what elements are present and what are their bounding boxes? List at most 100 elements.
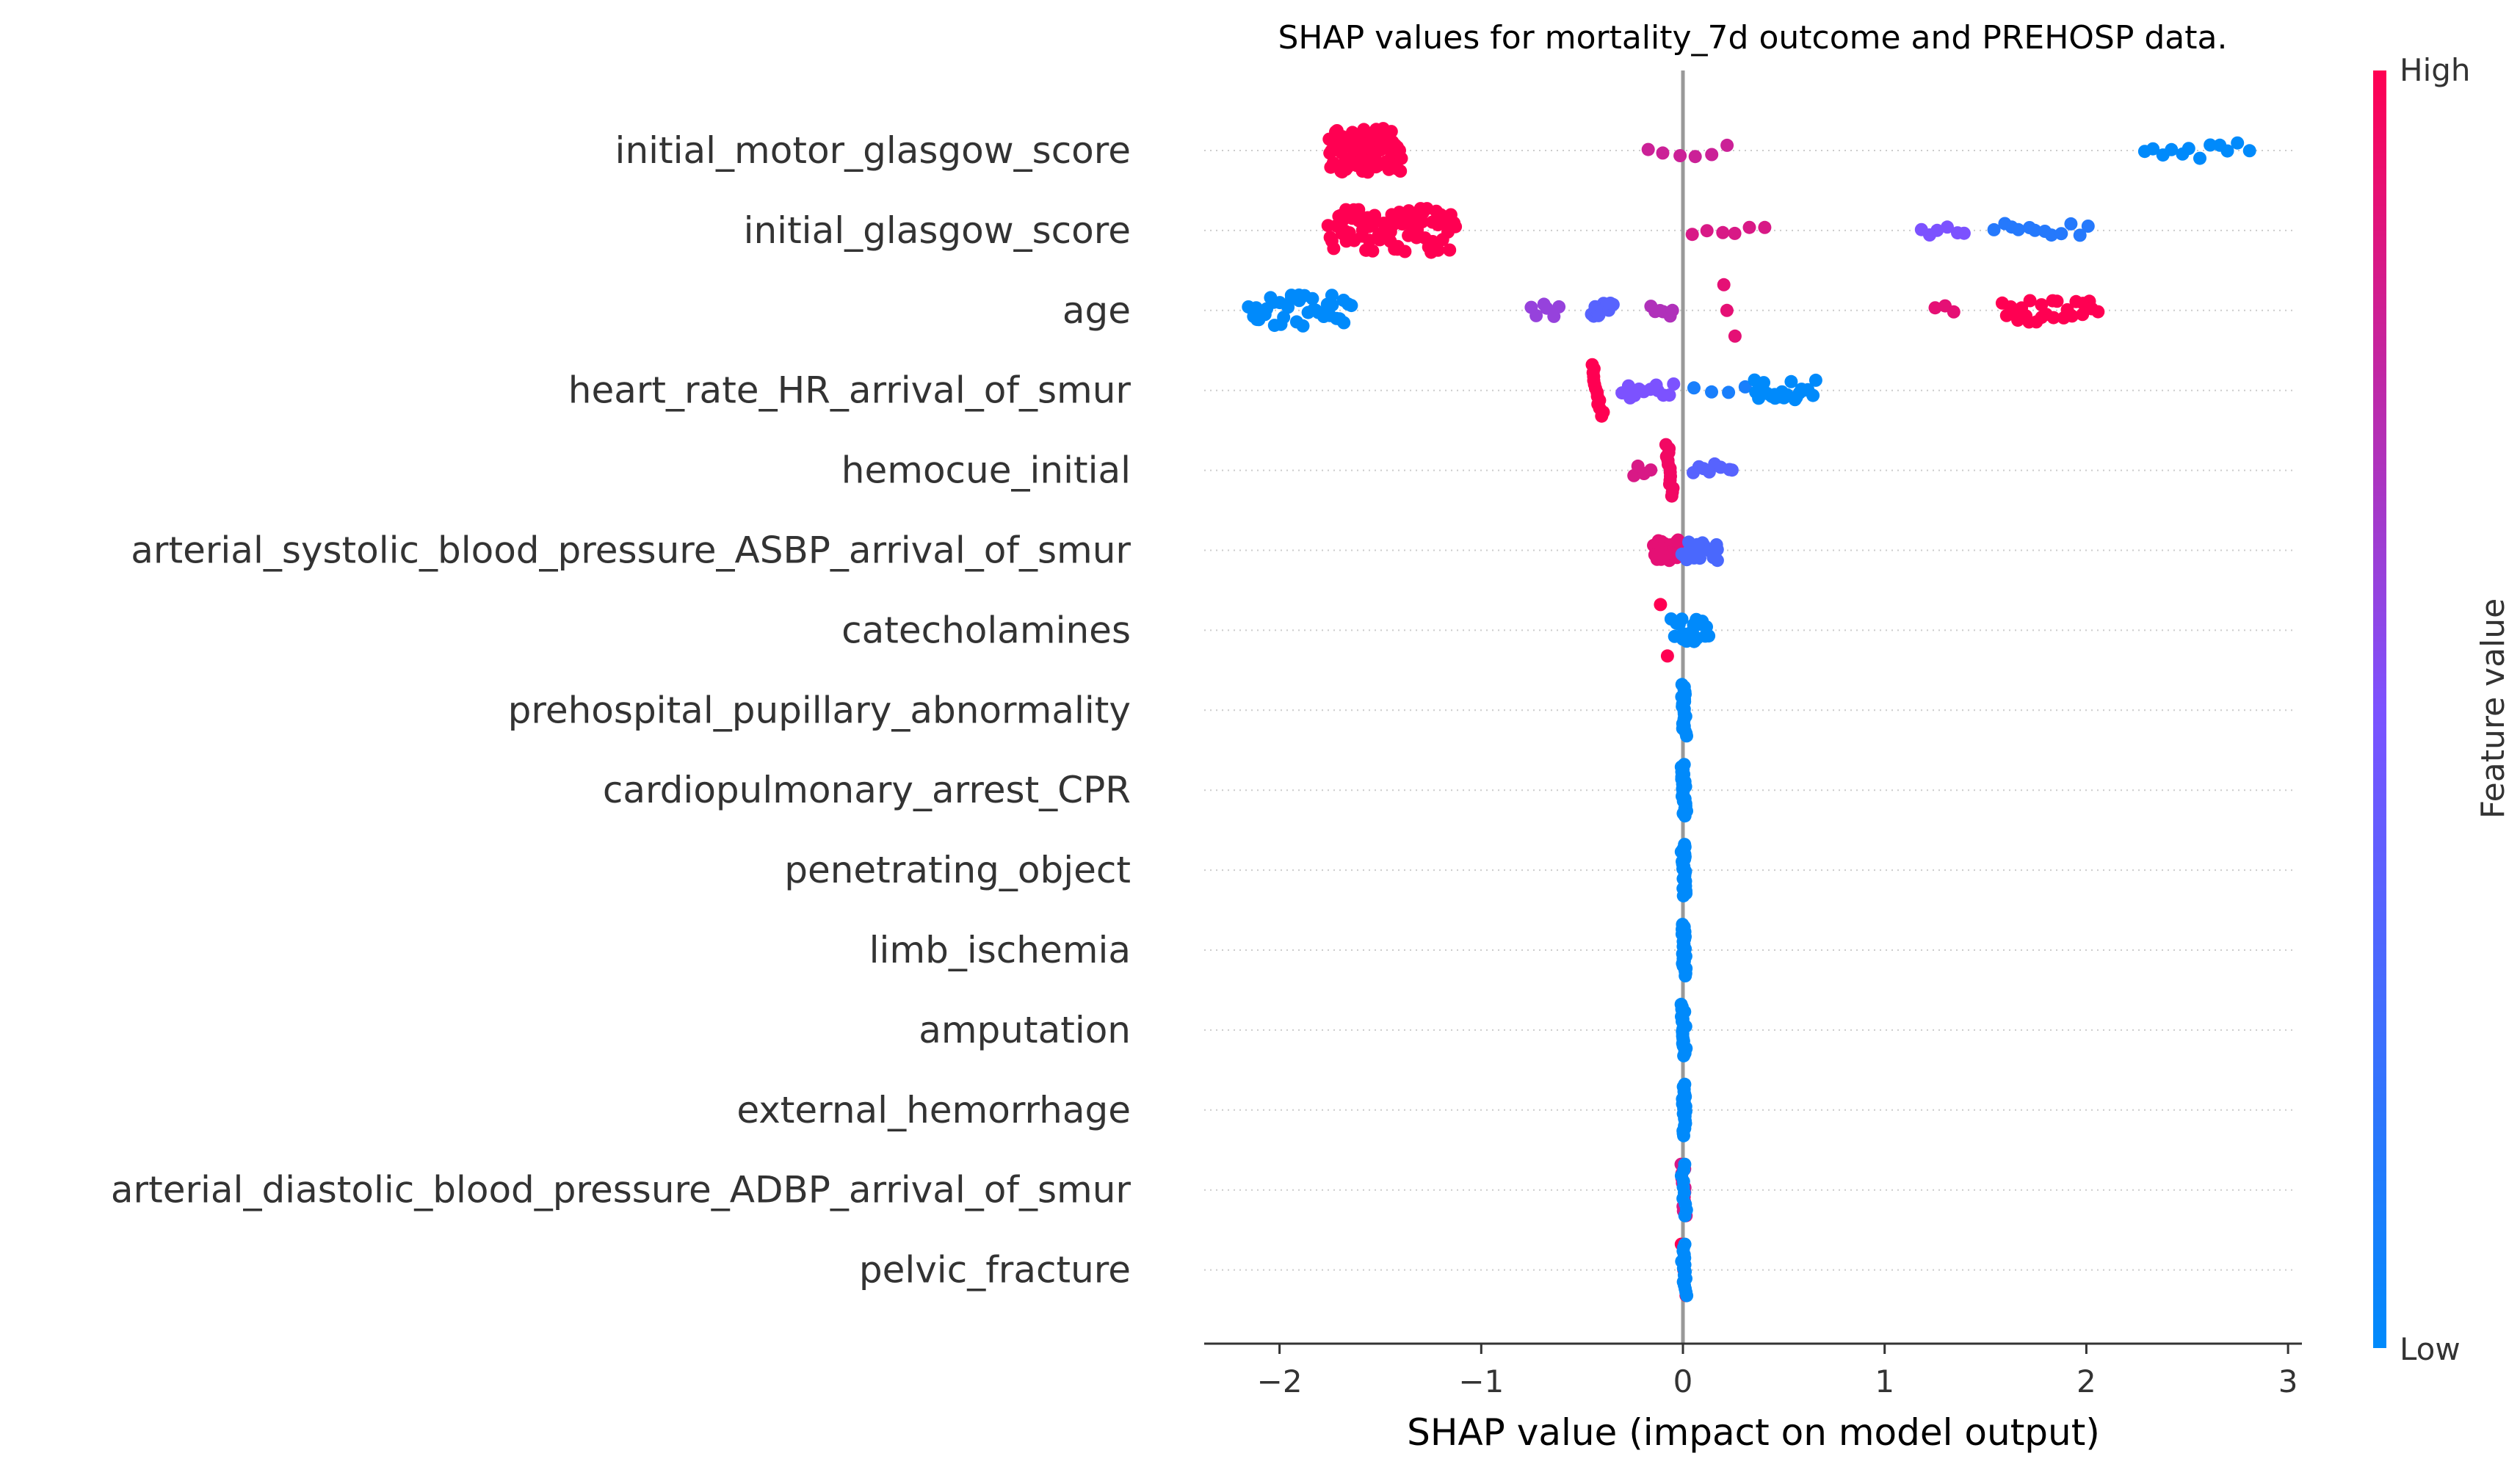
shap-dot (1947, 305, 1960, 319)
shap-dot (1325, 289, 1339, 303)
feature-label: catecholamines (841, 609, 1131, 651)
shap-dot (1742, 220, 1756, 234)
shap-dot (1644, 463, 1658, 477)
shap-dot (2050, 294, 2064, 308)
shap-dot (1957, 226, 1971, 240)
shap-dot (1702, 629, 1716, 643)
row-gridlines (1204, 150, 2295, 1271)
shap-dot (1710, 543, 1724, 557)
shap-dot (2044, 228, 2058, 242)
shap-dot (1384, 125, 1398, 139)
shap-dot (1677, 1048, 1691, 1062)
shap-dot (1806, 388, 1820, 402)
shap-dot (1398, 245, 1412, 258)
colorbar-low-label: Low (2400, 1331, 2461, 1367)
shap-dot (1656, 146, 1670, 160)
shap-dot (1987, 222, 2001, 236)
shap-dot (1705, 385, 1718, 399)
shap-dot (1673, 149, 1687, 162)
x-ticks: −2 −1 0 1 2 3 (1257, 1344, 2298, 1399)
shap-dot (1757, 376, 1770, 390)
shap-dot (1366, 244, 1380, 258)
shap-dot (1325, 298, 1339, 312)
shap-dot (1337, 316, 1351, 330)
shap-dot (1941, 220, 1954, 234)
shap-dot (1673, 535, 1687, 549)
shap-dot (1552, 300, 1566, 314)
shap-dot (1641, 142, 1655, 156)
feature-label: initial_motor_glasgow_score (615, 129, 1131, 172)
shap-dot (1687, 381, 1701, 395)
shap-dot (1660, 649, 1674, 663)
shap-dot (1678, 1209, 1692, 1222)
feature-label: age (1062, 289, 1131, 332)
shap-dot (1677, 1129, 1690, 1142)
shap-dot (1705, 148, 1719, 162)
shap-dot (1529, 308, 1543, 322)
shap-dot (1693, 551, 1706, 565)
shap-dot (1928, 301, 1942, 315)
shap-dot (1728, 226, 1742, 240)
shap-dot (1700, 224, 1714, 238)
shap-dot (1680, 1289, 1694, 1303)
shap-dot (2165, 142, 2179, 156)
shap-dot (1296, 319, 1310, 333)
shap-dot (1327, 242, 1341, 256)
x-tick-label: 0 (1673, 1363, 1693, 1399)
shap-dot (1394, 151, 1408, 165)
shap-dot (1368, 209, 1382, 222)
shap-dot (1326, 156, 1340, 170)
shap-dot (1784, 374, 1798, 388)
shap-dot (1679, 969, 1692, 982)
feature-label: heart_rate_HR_arrival_of_smur (568, 369, 1132, 412)
shap-dot (1667, 377, 1681, 391)
shap-dot (1710, 554, 1724, 568)
colorbar-title: Feature value (2474, 598, 2512, 819)
shap-dot (1717, 278, 1731, 291)
colorbar (2373, 70, 2386, 1348)
shap-dot (1431, 243, 1445, 257)
x-tick-label: 1 (1875, 1363, 1894, 1399)
shap-dot (1277, 311, 1291, 325)
feature-label: cardiopulmonary_arrest_CPR (603, 769, 1131, 811)
shap-dot (1720, 303, 1734, 317)
shap-dot (2064, 217, 2078, 231)
shap-dot (2182, 142, 2195, 156)
feature-label: limb_ischemia (869, 929, 1131, 971)
shap-dot (2204, 138, 2217, 152)
shap-dot (1808, 373, 1822, 387)
shap-dot (1678, 809, 1692, 823)
feature-label: penetrating_object (784, 849, 1131, 891)
shap-dot (1595, 409, 1609, 423)
shap-dot (1606, 297, 1620, 311)
shap-dot (1675, 612, 1689, 626)
feature-label: arterial_systolic_blood_pressure_ASBP_ar… (131, 529, 1131, 572)
shap-dot (1443, 243, 1457, 257)
x-tick-label: −1 (1458, 1363, 1504, 1399)
shap-dot (1665, 489, 1679, 503)
shap-dot (2231, 136, 2245, 150)
shap-dot (1676, 889, 1690, 903)
shap-dot (2054, 227, 2068, 241)
shap-dot (2028, 223, 2042, 237)
shap-dot (1621, 379, 1635, 393)
shap-dot (2023, 294, 2037, 308)
shap-dot (1716, 225, 1730, 239)
x-tick-label: 3 (2278, 1363, 2298, 1399)
shap-dot (1394, 164, 1408, 178)
shap-dot (1449, 220, 1463, 233)
feature-label: external_hemorrhage (736, 1089, 1131, 1131)
shap-dot (1725, 463, 1739, 477)
feature-label: amputation (919, 1009, 1131, 1051)
x-axis-title: SHAP value (impact on model output) (1407, 1411, 2100, 1454)
shap-dot (1722, 385, 1736, 399)
shap-dot (1306, 291, 1319, 305)
colorbar-high-label: High (2400, 52, 2471, 88)
feature-label: pelvic_fracture (859, 1249, 1131, 1292)
x-tick-label: 2 (2077, 1363, 2096, 1399)
shap-dot (2220, 144, 2234, 158)
shap-dot (1685, 228, 1699, 242)
shap-dot (1720, 138, 1734, 152)
shap-dot (1662, 388, 1676, 402)
